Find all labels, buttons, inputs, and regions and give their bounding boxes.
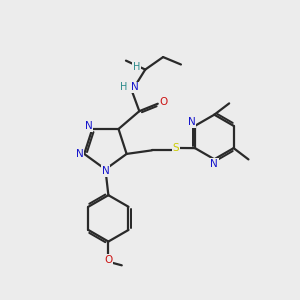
Text: H: H — [133, 62, 141, 72]
Text: N: N — [101, 166, 109, 176]
Text: N: N — [188, 117, 195, 127]
Text: N: N — [210, 159, 218, 169]
Text: H: H — [120, 82, 128, 92]
Text: N: N — [131, 82, 139, 92]
Text: S: S — [172, 143, 179, 153]
Text: O: O — [160, 97, 168, 107]
Text: N: N — [85, 121, 93, 131]
Text: O: O — [104, 255, 112, 265]
Text: N: N — [76, 149, 84, 159]
